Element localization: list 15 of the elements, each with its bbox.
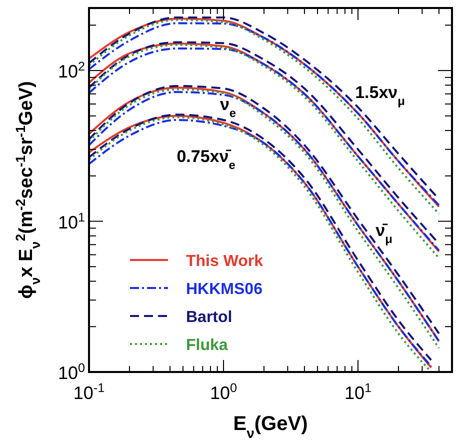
y-tick-label: 10$^{1}$ [58, 210, 85, 232]
annotation: ν̄$_{μ}$ [376, 221, 392, 246]
annotation: 0.75xν̄$_{e}$ [176, 147, 236, 172]
x-tick-label: 10$^{1}$ [344, 381, 372, 403]
annotation: 1.5xν$_{μ}$ [355, 83, 405, 108]
y-tick-label: 10$^{0}$ [58, 361, 85, 383]
x-tick-label: 10$^{0}$ [210, 381, 238, 403]
legend-label: Fluka [186, 337, 228, 354]
x-axis-title: E$_{ν}$(GeV) [233, 413, 308, 441]
annotation: ν$_{e}$ [220, 95, 236, 120]
y-tick-label: 10$^{2}$ [58, 60, 85, 82]
legend-label: This Work [186, 253, 264, 270]
legend-label: HKKMS06 [186, 281, 263, 298]
legend-label: Bartol [186, 309, 232, 326]
x-tick-label: 10$^{-1}$ [73, 381, 105, 403]
